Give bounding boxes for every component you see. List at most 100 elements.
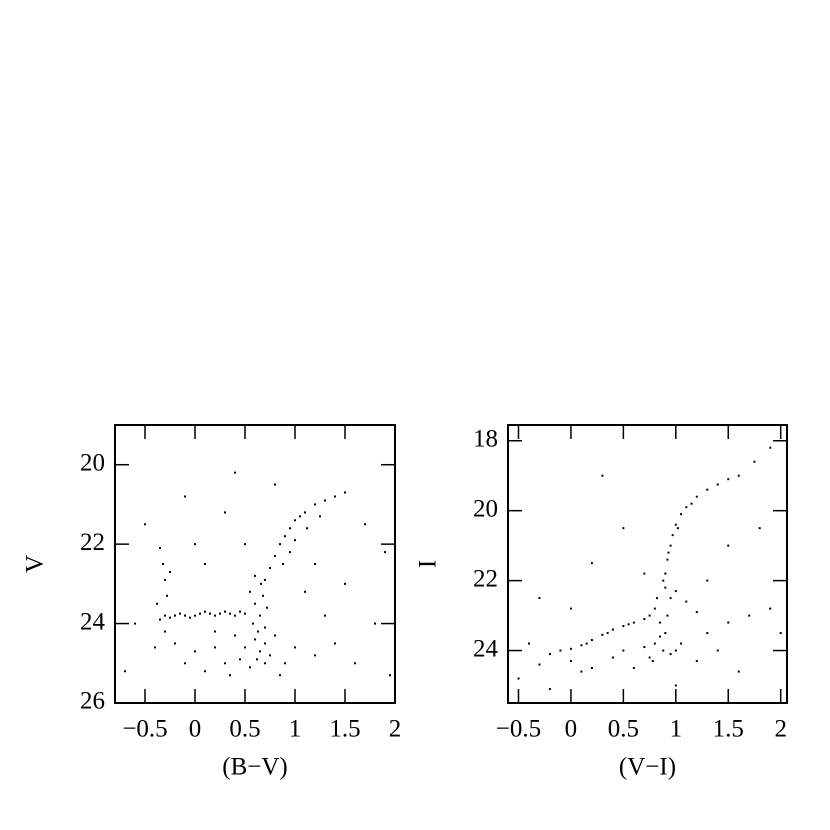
point <box>622 649 625 652</box>
point <box>643 618 646 621</box>
point <box>632 621 635 624</box>
point <box>706 488 709 491</box>
point <box>674 649 677 652</box>
point <box>274 555 276 558</box>
point <box>648 656 651 659</box>
point <box>164 578 166 581</box>
point <box>622 625 625 628</box>
point <box>319 515 321 518</box>
point <box>124 670 126 673</box>
point <box>585 642 588 645</box>
point <box>254 602 256 605</box>
point <box>538 597 541 600</box>
x-tick-label: 1 <box>289 716 302 743</box>
point <box>314 563 316 565</box>
point <box>680 513 683 516</box>
point <box>606 632 609 635</box>
point <box>769 607 772 610</box>
x-tick-label: 2 <box>389 716 402 743</box>
point <box>266 606 268 609</box>
point <box>284 662 286 665</box>
point <box>214 614 216 617</box>
point <box>294 519 296 522</box>
point <box>264 642 266 645</box>
point <box>716 483 719 486</box>
point <box>184 614 186 617</box>
y-tick-label: 24 <box>473 635 499 662</box>
point <box>304 590 306 593</box>
x-tick-label: 0 <box>565 716 578 743</box>
point <box>590 562 593 565</box>
point <box>648 614 651 617</box>
x-axis-label: (B−V) <box>222 754 287 781</box>
point <box>695 611 698 614</box>
point <box>274 634 276 637</box>
x-tick-label: 1 <box>670 716 683 743</box>
point <box>611 628 614 631</box>
point <box>314 654 316 657</box>
point <box>669 544 672 547</box>
y-tick-label: 18 <box>473 425 498 452</box>
point <box>716 649 719 652</box>
point <box>289 527 291 530</box>
point <box>264 626 266 629</box>
point <box>527 642 530 645</box>
point <box>674 523 677 526</box>
point <box>676 527 679 530</box>
point <box>254 638 256 641</box>
point <box>685 600 688 603</box>
point <box>384 551 386 554</box>
point <box>653 607 656 610</box>
point <box>590 667 593 670</box>
point <box>601 474 604 477</box>
point <box>294 539 296 542</box>
point <box>239 658 241 661</box>
point <box>666 614 669 617</box>
point <box>249 590 251 593</box>
point <box>264 578 266 581</box>
point <box>229 612 231 615</box>
point <box>590 639 593 642</box>
point <box>727 478 730 481</box>
point <box>279 543 281 546</box>
point <box>364 523 366 526</box>
point <box>666 558 669 561</box>
point <box>569 607 572 610</box>
point <box>664 586 667 589</box>
point <box>354 662 356 665</box>
point <box>314 503 316 506</box>
point <box>229 674 231 677</box>
point <box>659 621 662 624</box>
point <box>204 610 206 613</box>
point <box>159 618 161 621</box>
point <box>580 670 583 673</box>
point <box>643 572 646 575</box>
point <box>299 515 301 518</box>
point <box>659 635 662 638</box>
y-tick-label: 26 <box>80 688 105 715</box>
point <box>194 650 196 653</box>
point <box>662 649 665 652</box>
x-tick-label: 0 <box>189 716 202 743</box>
point <box>611 656 614 659</box>
point <box>737 474 740 477</box>
point <box>159 547 161 550</box>
point <box>156 602 158 605</box>
point <box>269 654 271 657</box>
y-tick-label: 22 <box>80 529 105 556</box>
point <box>695 660 698 663</box>
point <box>274 483 276 486</box>
point <box>389 674 391 677</box>
point <box>169 570 171 573</box>
point <box>680 642 683 645</box>
point <box>254 574 256 577</box>
point <box>264 662 266 665</box>
point <box>214 646 216 649</box>
point <box>164 614 166 617</box>
x-axis-label: (V−I) <box>619 754 676 781</box>
point <box>769 446 772 449</box>
point <box>674 590 677 593</box>
y-tick-label: 24 <box>80 608 106 635</box>
point <box>667 551 670 554</box>
